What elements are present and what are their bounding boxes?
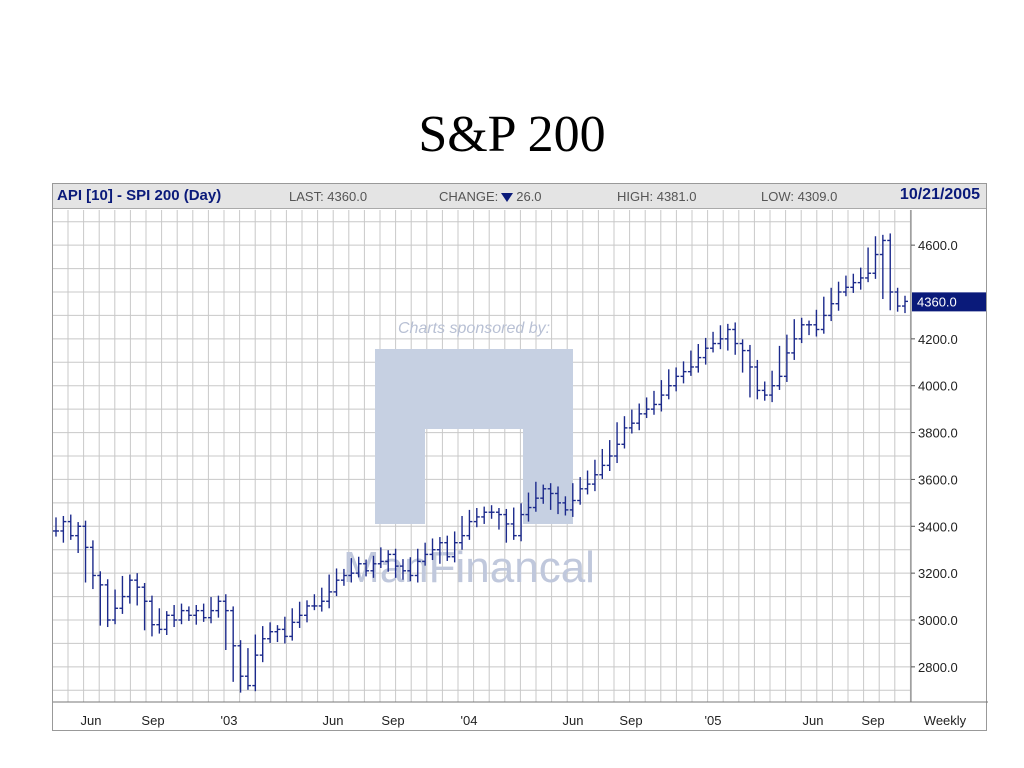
change-label: CHANGE:: [439, 189, 499, 204]
x-tick-label: Jun: [563, 713, 584, 728]
watermark-sponsor-text: Charts sponsored by:: [398, 320, 550, 337]
y-tick-label: 3400.0: [918, 519, 958, 534]
x-tick-label: Sep: [861, 713, 884, 728]
y-tick-label: 4000.0: [918, 379, 958, 394]
change-value: 26.0: [516, 189, 542, 204]
y-tick-label: 3800.0: [918, 426, 958, 441]
last-price: LAST: 4360.0: [289, 189, 368, 204]
chart-frame: Charts sponsored by: ManFinancal 4600.0 420…: [52, 183, 988, 731]
slide-title: S&P 200: [418, 106, 606, 163]
watermark-shape: [375, 349, 425, 524]
x-tick-label: Jun: [81, 713, 102, 728]
chart-date: 10/21/2005: [899, 186, 980, 203]
x-tick-label: Sep: [381, 713, 404, 728]
x-tick-label: Jun: [323, 713, 344, 728]
down-arrow-icon: [501, 193, 514, 203]
instrument-name: API [10] - SPI 200 (Day): [57, 187, 222, 204]
x-tick-label: '03: [221, 713, 238, 728]
watermark-company-text: ManFinancal: [343, 543, 595, 592]
change-readout: CHANGE: 26.0: [439, 189, 542, 204]
x-tick-label: Sep: [619, 713, 642, 728]
x-tick-label: Weekly: [924, 713, 967, 728]
high-price: HIGH: 4381.0: [617, 189, 697, 204]
y-tick-label: 3000.0: [918, 613, 958, 628]
watermark-shape: [523, 349, 573, 524]
watermark-logo: [375, 349, 573, 524]
y-tick-label: 2800.0: [918, 660, 958, 675]
watermark-shape: [425, 349, 475, 429]
x-tick-label: Jun: [803, 713, 824, 728]
x-tick-label: Sep: [141, 713, 164, 728]
low-price: LOW: 4309.0: [761, 189, 838, 204]
last-value-label: 4360.0: [917, 294, 957, 309]
y-tick-label: 3200.0: [918, 566, 958, 581]
x-tick-label: '04: [461, 713, 478, 728]
y-tick-label: 4200.0: [918, 332, 958, 347]
y-tick-label: 3600.0: [918, 472, 958, 487]
last-value-tag: [912, 292, 986, 312]
chart-header: API [10] - SPI 200 (Day) LAST: 4360.0 CH…: [53, 184, 986, 209]
watermark-shape: [473, 349, 523, 429]
x-tick-label: '05: [705, 713, 722, 728]
price-chart: Charts sponsored by: ManFinancal 4600.0 420…: [53, 210, 988, 728]
y-tick-label: 4600.0: [918, 238, 958, 253]
